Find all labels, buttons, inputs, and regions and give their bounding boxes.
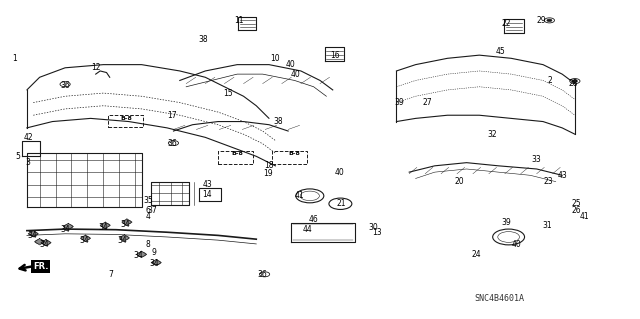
- Text: 40: 40: [334, 168, 344, 177]
- Text: 43: 43: [202, 180, 212, 189]
- Text: 28: 28: [569, 79, 579, 88]
- Text: 15: 15: [223, 89, 232, 98]
- Text: 46: 46: [308, 215, 319, 224]
- Text: 18: 18: [264, 161, 274, 170]
- Text: 41: 41: [580, 212, 589, 221]
- Text: 38: 38: [198, 35, 207, 44]
- Text: 7: 7: [109, 271, 113, 279]
- Text: 36: 36: [60, 81, 70, 90]
- Text: 42: 42: [24, 133, 34, 142]
- Text: 29: 29: [537, 16, 547, 25]
- Bar: [272, 151, 307, 164]
- Circle shape: [35, 240, 44, 244]
- Text: 2: 2: [547, 76, 552, 85]
- Text: 40: 40: [285, 60, 295, 69]
- Text: 12: 12: [91, 63, 100, 72]
- Text: 9: 9: [152, 248, 157, 257]
- Bar: [218, 151, 253, 164]
- Text: 36: 36: [167, 139, 177, 148]
- Text: 11: 11: [234, 16, 244, 25]
- Circle shape: [547, 19, 552, 22]
- Text: B-8: B-8: [231, 151, 243, 156]
- Circle shape: [152, 260, 161, 265]
- Text: 40: 40: [291, 70, 300, 78]
- Text: 32: 32: [487, 130, 497, 139]
- Text: B-8: B-8: [120, 116, 132, 121]
- Circle shape: [120, 236, 129, 240]
- Text: 19: 19: [263, 169, 273, 178]
- Text: 25: 25: [572, 199, 581, 208]
- Text: 8: 8: [145, 241, 150, 249]
- Text: 4: 4: [145, 212, 150, 221]
- Text: B-8: B-8: [289, 151, 300, 156]
- Text: 34: 34: [79, 236, 89, 245]
- Circle shape: [64, 224, 73, 229]
- Text: 34: 34: [121, 220, 131, 229]
- Text: 36: 36: [258, 271, 268, 279]
- Text: 24: 24: [471, 250, 481, 259]
- Text: 34: 34: [134, 251, 143, 260]
- Text: 21: 21: [336, 199, 346, 208]
- Text: 14: 14: [202, 190, 212, 199]
- Text: FR.: FR.: [33, 262, 49, 271]
- Text: 26: 26: [572, 206, 581, 215]
- Text: 34: 34: [150, 259, 159, 268]
- Text: 34: 34: [118, 236, 127, 245]
- Circle shape: [100, 223, 109, 227]
- Circle shape: [122, 220, 131, 224]
- Circle shape: [42, 241, 51, 245]
- Text: 33: 33: [532, 155, 541, 164]
- Circle shape: [137, 252, 146, 256]
- Text: 31: 31: [543, 221, 552, 230]
- Text: 37: 37: [148, 206, 157, 215]
- Text: 34: 34: [27, 231, 37, 240]
- Text: 35: 35: [143, 196, 153, 205]
- Circle shape: [29, 232, 38, 236]
- Text: 38: 38: [273, 117, 283, 126]
- Text: 27: 27: [422, 98, 432, 107]
- Text: 1: 1: [12, 54, 17, 63]
- Circle shape: [572, 80, 577, 82]
- Text: 44: 44: [302, 225, 312, 234]
- Text: 39: 39: [502, 218, 511, 227]
- Text: 43: 43: [557, 171, 567, 180]
- Text: 34: 34: [40, 241, 49, 249]
- Text: 16: 16: [330, 51, 339, 60]
- Text: 20: 20: [454, 177, 464, 186]
- Text: 45: 45: [495, 48, 505, 56]
- Text: 22: 22: [502, 19, 511, 28]
- Text: 17: 17: [166, 111, 177, 120]
- Text: 3: 3: [26, 158, 31, 167]
- Text: 39: 39: [395, 98, 404, 107]
- Text: 6: 6: [145, 206, 150, 215]
- Text: 5: 5: [15, 152, 20, 161]
- Text: 34: 34: [99, 223, 108, 232]
- Text: SNC4B4601A: SNC4B4601A: [475, 294, 525, 303]
- Circle shape: [81, 236, 90, 241]
- Text: 10: 10: [271, 54, 280, 63]
- Text: 40: 40: [511, 241, 521, 249]
- Text: 41: 41: [294, 191, 304, 200]
- Text: 23: 23: [543, 177, 553, 186]
- Text: 30: 30: [368, 223, 378, 232]
- Bar: [108, 115, 143, 127]
- Text: 34: 34: [60, 225, 70, 234]
- Text: 13: 13: [372, 228, 382, 237]
